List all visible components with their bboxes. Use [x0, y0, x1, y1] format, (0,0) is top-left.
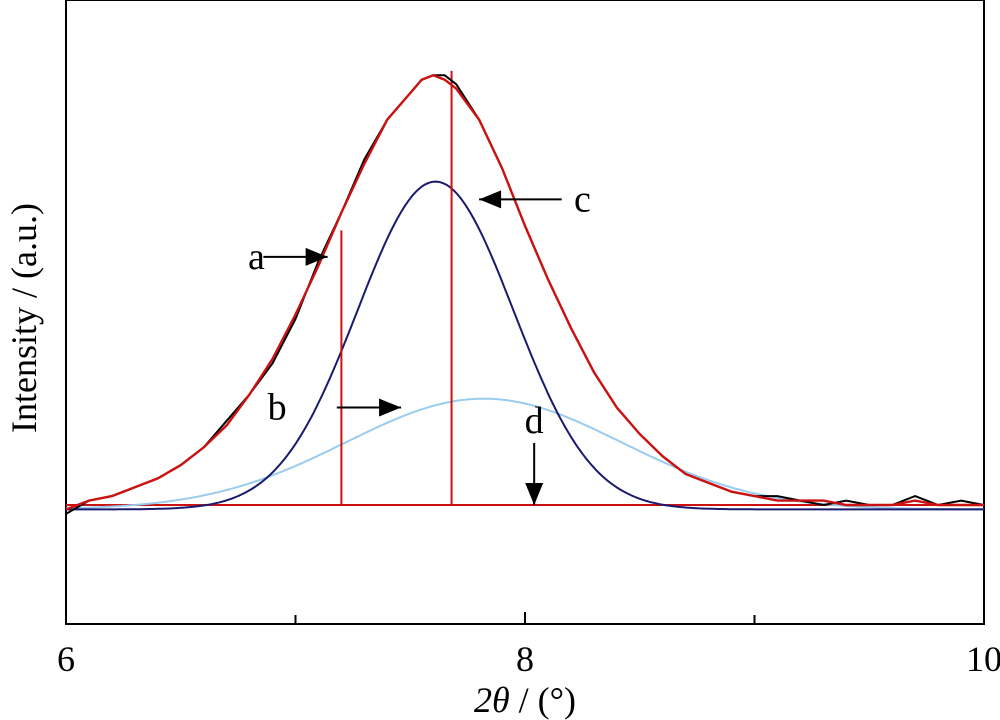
- x-tick-label: 6: [57, 639, 75, 679]
- plot-frame: [65, 0, 985, 625]
- annotation-layer: a b c d: [248, 178, 591, 505]
- series-broad-component: [66, 397, 984, 511]
- series-layer: [65, 70, 985, 515]
- x-axis-label-symbol: 2θ: [474, 680, 510, 720]
- annotation-label-c: c: [574, 178, 591, 220]
- annotation-arrow-head: [379, 398, 402, 417]
- annotation-label-a: a: [248, 236, 265, 278]
- annotation-label-d: d: [525, 400, 544, 442]
- x-axis-label: 2θ / (°): [474, 680, 576, 720]
- annotation-arrow-head: [525, 483, 544, 505]
- annotation-arrow-head: [479, 190, 502, 209]
- series-fit: [65, 74, 984, 511]
- x-tick-label: 8: [516, 639, 534, 679]
- x-axis-label-unit: / (°): [510, 680, 576, 720]
- series-narrow-component: [66, 180, 984, 511]
- x-tick-label: 10: [966, 639, 1000, 679]
- annotation-arrow-head: [305, 247, 328, 266]
- y-axis-label: Intensity / (a.u.): [4, 203, 44, 433]
- annotation-label-b: b: [268, 387, 287, 429]
- x-axis-ticks: 6 8 10: [57, 612, 1000, 679]
